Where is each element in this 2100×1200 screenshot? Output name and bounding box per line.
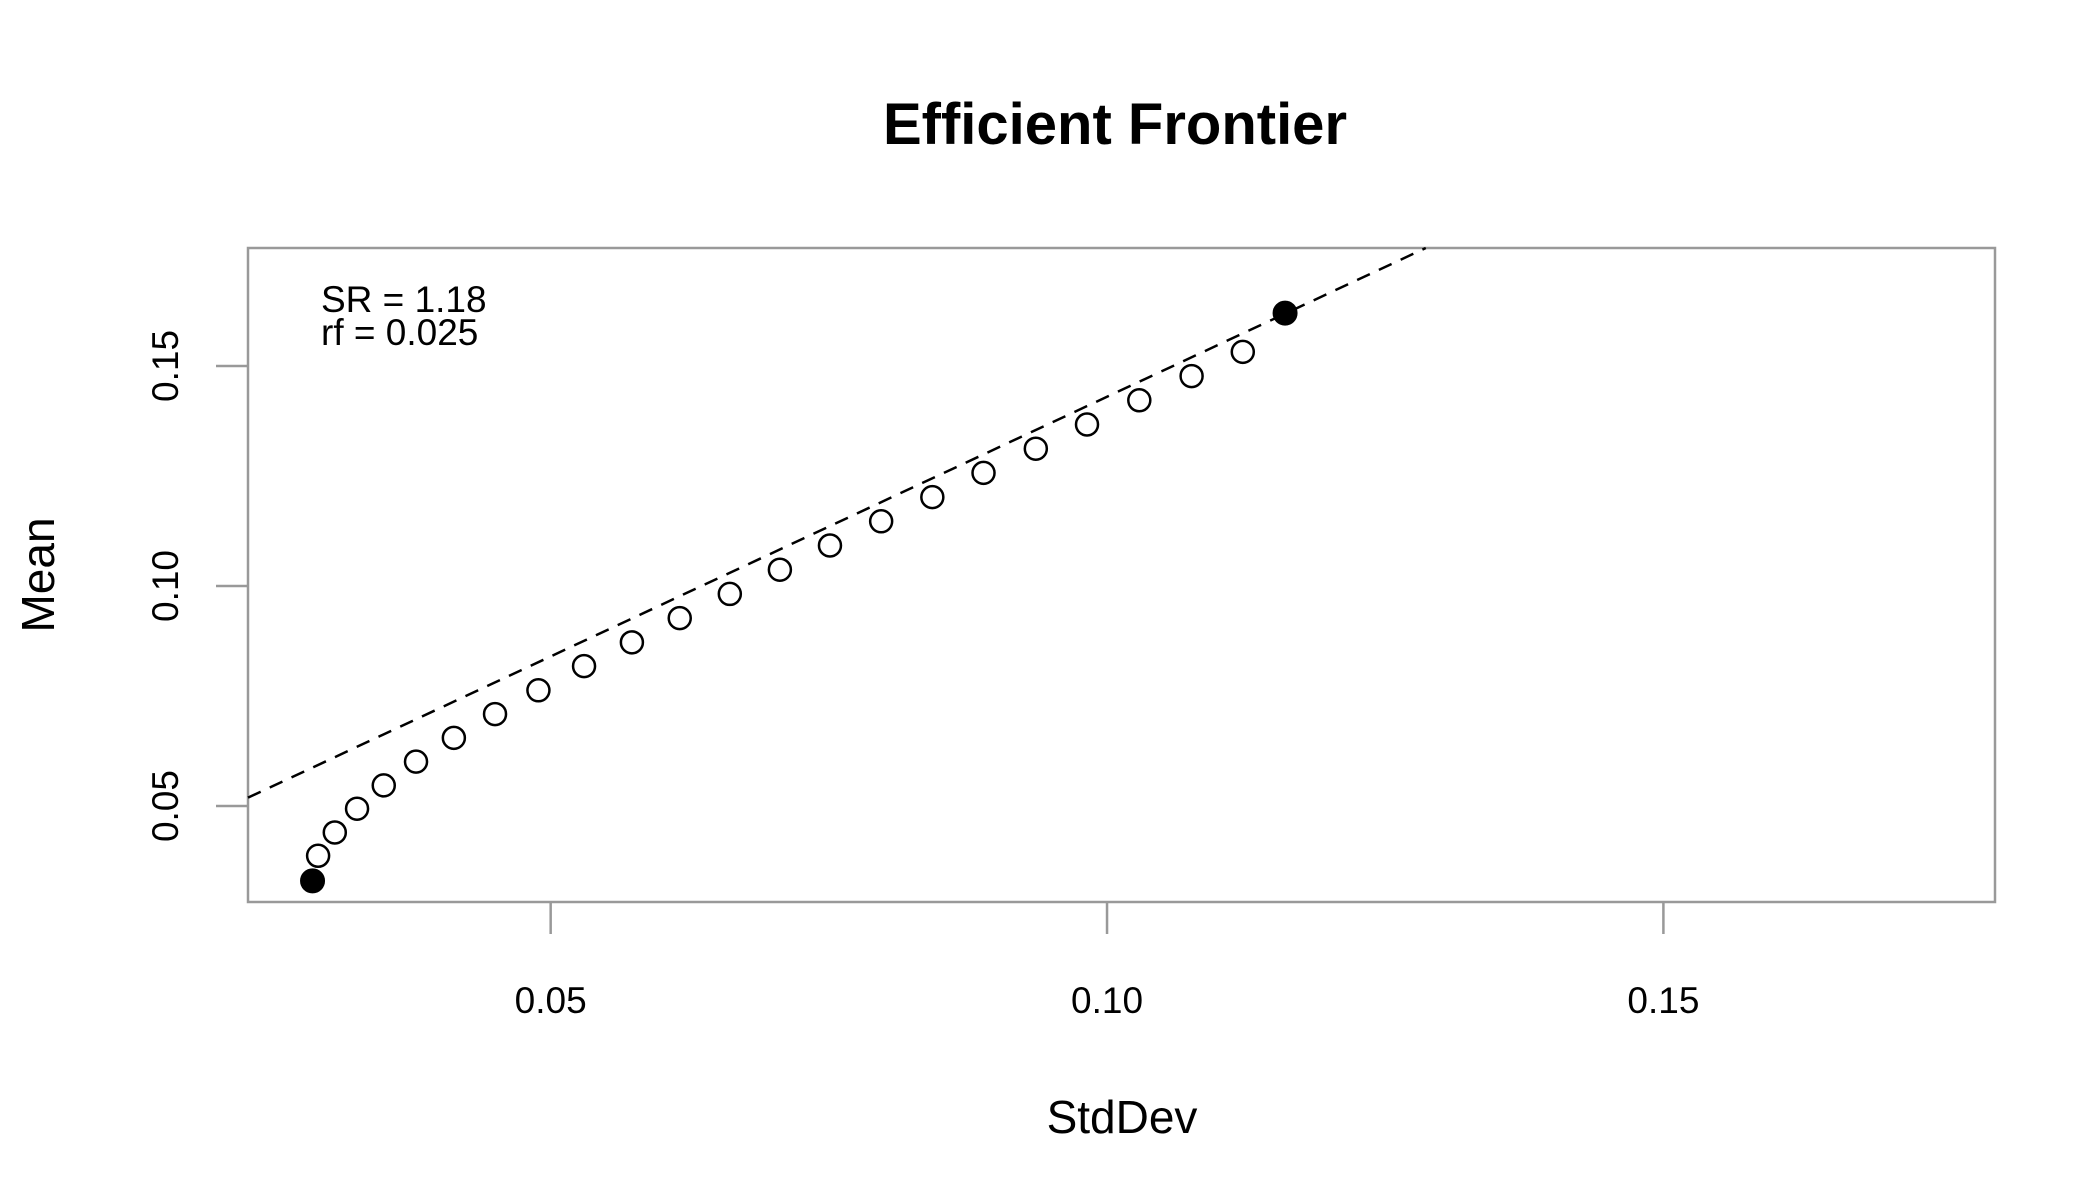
tangency-point: [1272, 300, 1298, 326]
y-tick-label: 0.05: [145, 770, 186, 842]
frontier-point: [371, 773, 397, 798]
sharpe-ratio-annotation: SR = 1.18: [321, 279, 487, 320]
frontier-point: [1179, 363, 1204, 389]
frontier-point: [767, 557, 793, 582]
plot-marks: [247, 246, 1427, 894]
y-tick-label: 0.15: [145, 330, 186, 402]
frontier-point: [667, 605, 692, 631]
risk-free-rate-annotation: rf = 0.025: [321, 312, 478, 353]
x-axis-label: StdDev: [1047, 1091, 1198, 1143]
frontier-point: [717, 581, 743, 607]
frontier-point: [344, 796, 370, 821]
y-axis: 0.05 0.10 0.15: [145, 330, 248, 842]
tangency-line: [247, 246, 1427, 799]
frontier-point: [322, 820, 348, 845]
frontier-point: [1074, 412, 1100, 437]
frontier-point: [1127, 388, 1152, 413]
x-tick-label: 0.10: [1071, 980, 1143, 1021]
frontier-point: [571, 653, 597, 679]
chart-title: Efficient Frontier: [883, 92, 1347, 157]
x-tick-label: 0.15: [1627, 980, 1699, 1021]
frontier-point: [920, 484, 945, 510]
frontier-point: [482, 701, 508, 727]
y-tick-label: 0.10: [145, 550, 186, 622]
plot-area-frame: [246, 246, 1997, 904]
y-axis-label: Mean: [12, 517, 64, 632]
frontier-point: [403, 749, 429, 774]
x-tick-label: 0.05: [515, 980, 587, 1021]
frontier-point: [441, 725, 467, 751]
frontier-point: [1023, 436, 1049, 461]
frontier-point: [526, 678, 551, 703]
min-variance-point: [300, 868, 326, 894]
frontier-point: [817, 533, 843, 558]
frontier-point: [971, 460, 996, 486]
frontier-point: [1230, 339, 1256, 365]
frontier-point: [305, 843, 331, 869]
x-axis: 0.05 0.10 0.15: [515, 902, 1699, 1021]
frontier-point: [868, 509, 894, 534]
frontier-point: [619, 630, 645, 655]
